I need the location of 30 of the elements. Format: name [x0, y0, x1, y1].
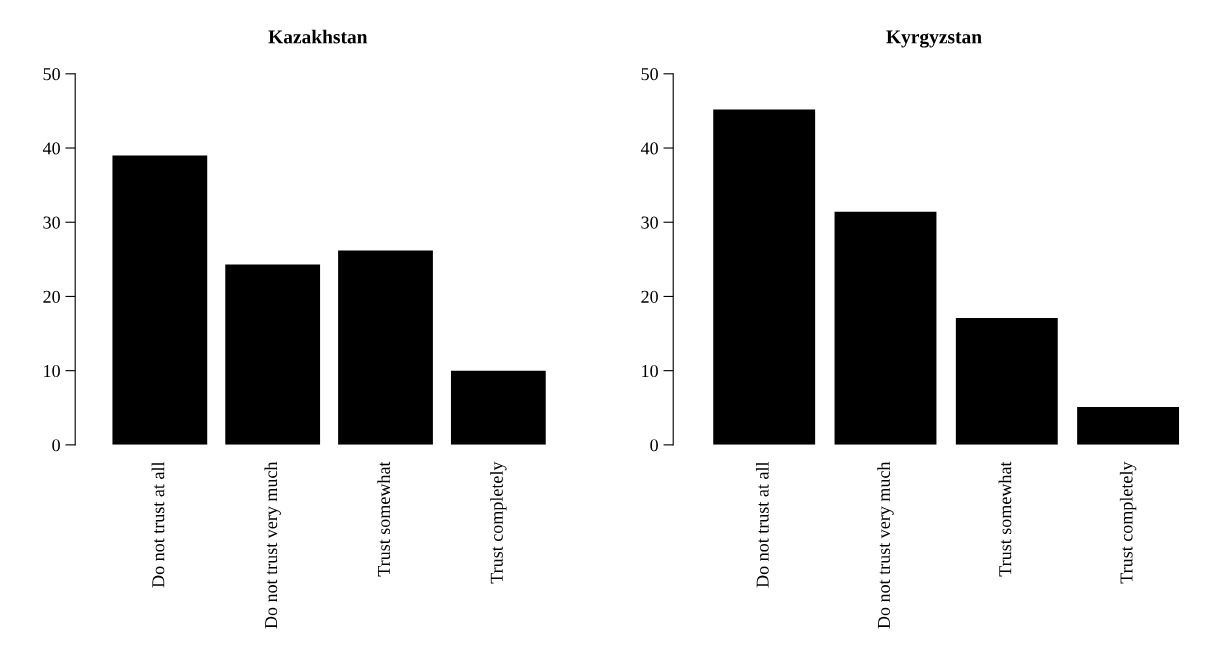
bar: [713, 109, 816, 445]
y-tick-label: 20: [641, 290, 658, 303]
y-tick-label: 50: [43, 68, 60, 81]
x-tick-label: Trust completely: [1119, 461, 1137, 584]
x-tick-label: Do not trust very much: [264, 461, 281, 629]
bar: [225, 264, 321, 445]
bar: [338, 250, 433, 445]
y-tick-label: 30: [43, 216, 60, 229]
y-tick-label: 30: [641, 216, 658, 229]
y-tick-label: 10: [44, 364, 60, 378]
bar: [450, 370, 546, 445]
bar: [1077, 407, 1180, 445]
y-tick-label: 0: [52, 439, 60, 452]
bar: [955, 317, 1058, 445]
y-tick-label: 0: [650, 439, 658, 452]
y-tick-label: 20: [43, 290, 60, 303]
bar: [834, 211, 937, 445]
chart-title: Kazakhstan: [268, 29, 368, 44]
x-tick-label: Trust somewhat: [377, 461, 391, 577]
y-tick-label: 10: [642, 364, 658, 378]
y-tick-label: 50: [641, 68, 658, 81]
y-tick-label: 40: [42, 142, 60, 155]
x-tick-label: Trust somewhat: [998, 461, 1012, 577]
bar: [112, 155, 208, 445]
x-tick-label: Trust completely: [490, 461, 507, 584]
y-tick-label: 40: [640, 142, 658, 155]
chart-title: Kyrgyzstan: [886, 30, 982, 48]
x-tick-label: Do not trust at all: [151, 461, 165, 588]
x-tick-label: Do not trust at all: [756, 461, 769, 588]
x-tick-label: Do not trust very much: [877, 461, 894, 629]
